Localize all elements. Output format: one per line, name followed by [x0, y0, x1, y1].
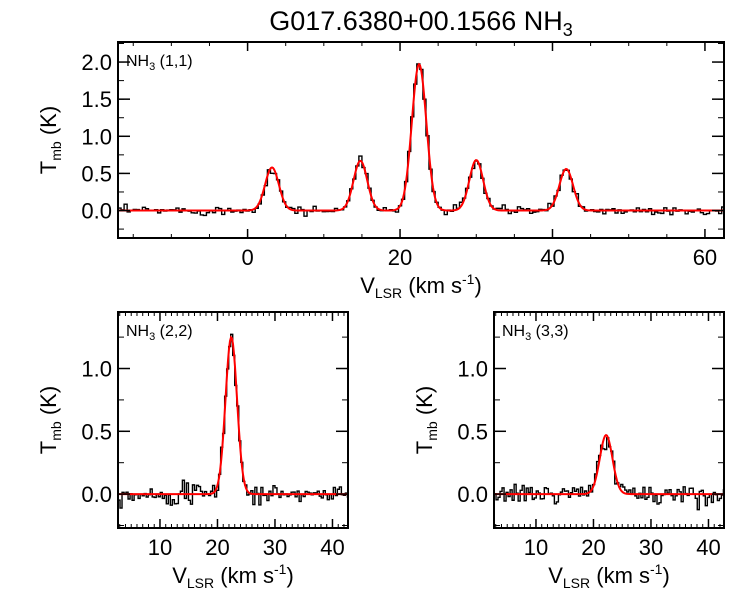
x-tick-label: 20 [388, 245, 412, 270]
x-tick-label: 30 [263, 535, 287, 560]
x-tick-label: 10 [148, 535, 172, 560]
x-tick-label: 0 [241, 245, 253, 270]
y-tick-label: 0.5 [81, 161, 112, 186]
fit-line [118, 62, 724, 212]
y-axis-label: Tmb (K) [412, 386, 440, 454]
y-tick-label: 1.0 [457, 357, 488, 382]
y-tick-label: 1.5 [81, 87, 112, 112]
panel-label: NH3 (2,2) [126, 323, 193, 343]
y-tick-label: 0.5 [457, 419, 488, 444]
y-tick-label: 0.0 [81, 482, 112, 507]
x-tick-label: 10 [524, 535, 548, 560]
x-tick-label: 40 [320, 535, 344, 560]
y-tick-label: 0.0 [457, 482, 488, 507]
y-tick-label: 2.0 [81, 50, 112, 75]
y-axis-label: Tmb (K) [36, 106, 64, 174]
x-tick-label: 20 [205, 535, 229, 560]
y-tick-label: 0.5 [81, 419, 112, 444]
panel-2: 10 20 30 40 0.0 0.5 1.0 NH3 (2,2) VLSR (km s-1) T… [36, 311, 349, 591]
plot-frame [493, 311, 725, 529]
x-axis-label: VLSR (km s-1) [172, 561, 294, 591]
panel-1: 0 20 40 60 0.0 0.5 1.0 1.5 2.0 NH3 (1,1) VLSR (km … [36, 41, 725, 301]
x-tick-label: 20 [581, 535, 605, 560]
panel-label: NH3 (1,1) [126, 53, 193, 73]
plot-frame [117, 311, 349, 529]
x-tick-label: 40 [696, 535, 720, 560]
fit-line [118, 335, 348, 496]
x-axis-label: VLSR (km s-1) [548, 561, 670, 591]
plot-frame [117, 41, 725, 239]
panel-label: NH3 (3,3) [502, 323, 569, 343]
y-axis-label: Tmb (K) [36, 386, 64, 454]
y-tick-label: 1.0 [81, 357, 112, 382]
x-tick-label: 40 [540, 245, 564, 270]
y-tick-label: 0.0 [81, 199, 112, 224]
x-axis-label: VLSR (km s-1) [360, 271, 482, 301]
x-tick-label: 30 [639, 535, 663, 560]
panel-3: 10 20 30 40 0.0 0.5 1.0 NH3 (3,3) VLSR (km s-1) T… [412, 311, 725, 591]
fit-line [494, 433, 724, 496]
figure-title: G017.6380+00.1566 NH3 [269, 6, 573, 40]
y-tick-label: 1.0 [81, 124, 112, 149]
x-tick-label: 60 [693, 245, 717, 270]
